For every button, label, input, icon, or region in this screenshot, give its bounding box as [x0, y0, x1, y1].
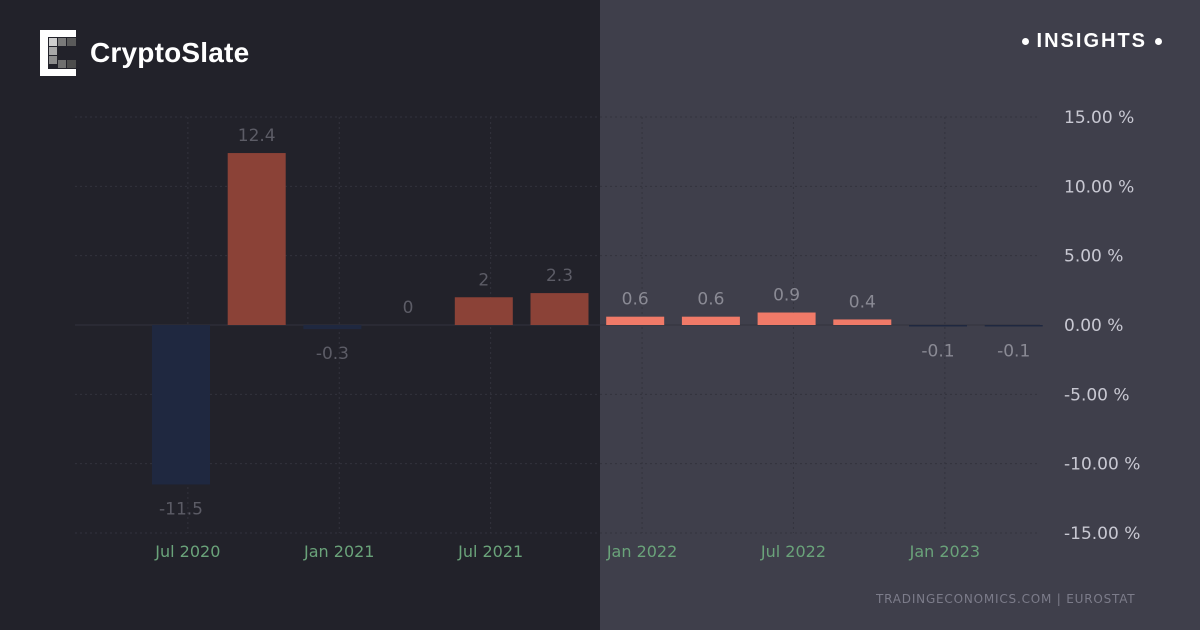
data-label: -0.1 [921, 341, 954, 361]
y-tick-label: 0.00 % [1064, 316, 1123, 336]
brand: CryptoSlate [40, 30, 249, 76]
data-label: -11.5 [159, 499, 203, 519]
brand-name: CryptoSlate [90, 37, 250, 68]
data-label: -0.3 [316, 344, 349, 364]
data-label: 2 [478, 270, 489, 290]
bar [606, 316, 665, 325]
y-tick-label: 10.00 % [1064, 177, 1134, 197]
y-tick-label: -5.00 % [1064, 385, 1130, 405]
y-tick-label: -10.00 % [1064, 455, 1140, 475]
y-tick-label: 15.00 % [1064, 108, 1134, 128]
data-label: -0.1 [997, 341, 1030, 361]
data-label: 0.4 [849, 292, 876, 312]
cryptoslate-logo-icon [40, 30, 76, 76]
bar [833, 319, 892, 325]
data-label: 12.4 [238, 126, 276, 146]
bar [530, 293, 589, 325]
source-credit: TRADINGECONOMICS.COM | EUROSTAT [876, 592, 1136, 606]
bullet-dot-left [1021, 38, 1029, 45]
bullet-dot-right [1155, 38, 1162, 45]
insights-badge: INSIGHTS [1014, 30, 1170, 53]
x-tick-label: Jan 2021 [303, 542, 374, 561]
bar [984, 325, 1043, 327]
data-label: 0.9 [773, 286, 800, 306]
y-tick-label: 5.00 % [1064, 247, 1123, 267]
background-right-panel [600, 0, 1200, 630]
data-label: 2.3 [546, 266, 573, 286]
bar [681, 316, 740, 325]
y-tick-label: -15.00 % [1064, 524, 1140, 544]
data-label: 0 [403, 298, 414, 318]
bar [227, 153, 286, 325]
bar [152, 325, 210, 485]
data-label: 0.6 [697, 290, 724, 310]
insights-label: INSIGHTS [1036, 30, 1147, 52]
x-tick-label: Jul 2021 [457, 542, 523, 561]
bar [303, 325, 362, 330]
x-tick-label: Jul 2022 [760, 542, 826, 561]
bar [757, 312, 816, 325]
x-tick-label: Jul 2020 [154, 542, 220, 561]
bar [909, 325, 967, 327]
x-tick-label: Jan 2022 [606, 542, 677, 561]
bar [454, 297, 513, 325]
data-label: 0.6 [622, 290, 649, 310]
x-tick-label: Jan 2023 [909, 542, 980, 561]
